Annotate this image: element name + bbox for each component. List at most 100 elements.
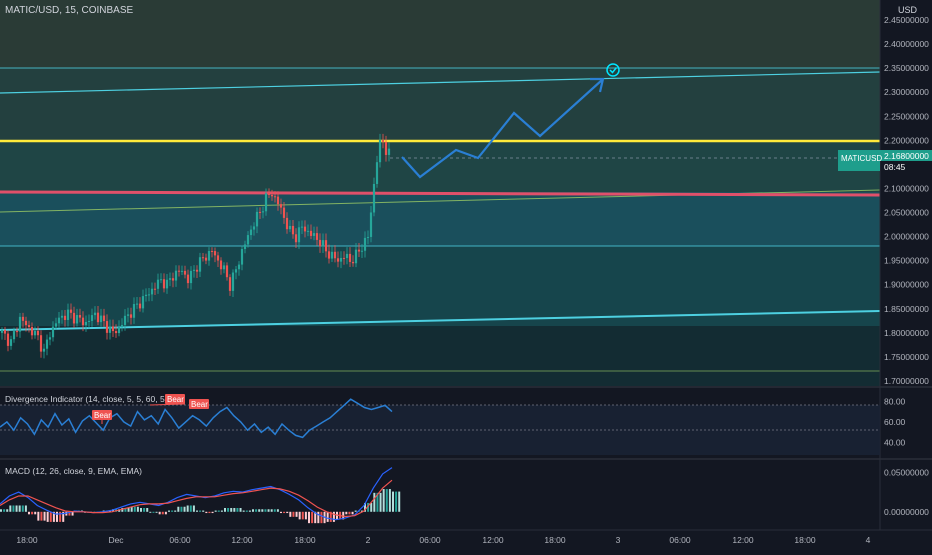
candle-body	[135, 303, 139, 305]
macd-histogram-bar	[382, 489, 385, 512]
macd-tick-label: 0.00000000	[884, 507, 929, 517]
candle-body	[174, 270, 178, 281]
candle-body	[387, 148, 391, 155]
candle-body	[78, 315, 82, 318]
macd-histogram-bar	[308, 511, 310, 524]
divergence-tick-label: 60.00	[884, 417, 906, 427]
candle-body	[297, 227, 301, 243]
candle-body	[42, 348, 46, 352]
candle-body	[276, 196, 280, 205]
candle-body	[171, 278, 175, 281]
price-zones	[0, 0, 880, 386]
projection-arrow	[401, 63, 620, 179]
time-tick-label: 18:00	[294, 535, 316, 545]
price-tag-ticker: MATICUSD	[841, 154, 882, 163]
candle-body	[180, 270, 184, 272]
candle-body	[33, 330, 37, 336]
macd-histogram-bar	[6, 509, 9, 512]
macd-histogram-bar	[301, 511, 304, 520]
candle-body	[159, 279, 163, 281]
macd-histogram-bar	[68, 511, 71, 516]
macd-histogram-bar	[214, 510, 217, 512]
candles	[0, 133, 391, 359]
macd-histogram-bar	[208, 511, 211, 514]
support-line	[0, 190, 881, 197]
time-tick-label: 06:00	[419, 535, 441, 545]
candle-body	[207, 251, 211, 261]
candle-body	[330, 251, 334, 259]
price-tick-label: 2.10000000	[884, 183, 929, 193]
candle-body	[168, 278, 172, 280]
candle-body	[327, 251, 331, 259]
candle-body	[0, 329, 4, 333]
candle-body	[57, 317, 61, 324]
candle-body	[195, 269, 199, 272]
candle-body	[255, 211, 259, 227]
candle-body	[30, 327, 34, 336]
divergence-tick-label: 40.00	[884, 438, 906, 448]
price-tick-label: 2.35000000	[884, 63, 929, 73]
time-tick-label: 4	[866, 535, 871, 545]
candle-body	[72, 312, 76, 324]
macd-histogram-bar	[140, 508, 142, 512]
candle-body	[126, 314, 130, 316]
price-axis[interactable]: 2.45000000 2.40000000 2.35000000 2.30000000…	[884, 15, 929, 517]
macd-histogram-bar	[252, 509, 254, 512]
candle-body	[273, 196, 277, 198]
price-tick-label: 2.00000000	[884, 232, 929, 242]
target-check-icon	[606, 63, 620, 77]
macd-histogram-bar	[326, 511, 329, 522]
candle-body	[66, 309, 70, 320]
macd-histogram-bar	[211, 511, 214, 514]
candle-body	[120, 324, 124, 327]
candle-body	[93, 312, 97, 316]
price-tick-label: 1.85000000	[884, 304, 929, 314]
candle-body	[156, 279, 160, 289]
macd-histogram-bar	[379, 492, 382, 512]
macd-histogram-bar	[121, 508, 124, 512]
candle-body	[165, 279, 169, 289]
macd-histogram-bar	[62, 511, 65, 522]
macd-histogram-bar	[373, 492, 376, 512]
macd-histogram-bar	[367, 502, 370, 512]
macd-histogram-bar	[133, 506, 136, 512]
candle-body	[21, 316, 25, 321]
candle-body	[45, 339, 49, 349]
macd-line	[0, 467, 393, 521]
macd-histogram-bar	[180, 506, 183, 512]
time-tick-label: 18:00	[16, 535, 38, 545]
candle-body	[345, 253, 349, 259]
candle-body	[333, 251, 337, 259]
macd-histogram-bar	[146, 508, 149, 512]
candle-body	[81, 317, 85, 326]
candle-body	[147, 294, 151, 296]
candle-body	[279, 204, 283, 208]
candle-body	[192, 269, 196, 271]
macd-histogram-bar	[130, 506, 133, 512]
macd-histogram-bar	[236, 508, 239, 512]
divergence-line	[0, 398, 393, 439]
macd-histogram-bar	[270, 509, 273, 512]
macd-histogram-bar	[177, 506, 180, 512]
candle-body	[264, 193, 268, 212]
candle-body	[204, 257, 208, 261]
price-tick-label: 2.45000000	[884, 15, 929, 25]
candle-body	[312, 233, 316, 236]
macd-histogram-bar	[258, 509, 261, 512]
candle-body	[186, 274, 190, 284]
price-tag-value: 2.16800000	[884, 151, 929, 161]
macd-histogram-bar	[392, 491, 394, 512]
macd-histogram-bar	[354, 510, 357, 512]
candle-body	[381, 140, 385, 142]
time-axis[interactable]: 18:00 Dec 06:00 12:00 18:00 2 06:00 12:00 18:00 3…	[16, 535, 870, 545]
candle-body	[303, 226, 307, 232]
candle-body	[132, 304, 136, 318]
macd-signal-line	[0, 479, 393, 518]
macd-histogram-bar	[233, 508, 236, 512]
candle-body	[150, 288, 154, 295]
macd-histogram-bar	[267, 509, 270, 512]
macd-histogram-bar	[124, 508, 127, 512]
arrow-head	[590, 77, 605, 93]
candle-body	[366, 236, 370, 238]
